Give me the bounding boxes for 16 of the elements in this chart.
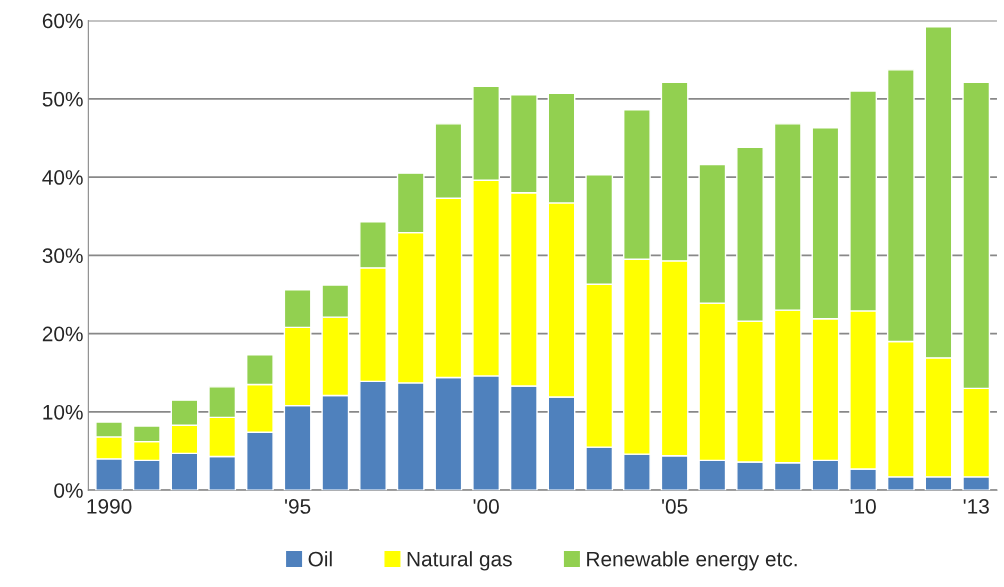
y-tick-label: 10% <box>43 404 83 420</box>
y-tick-label: 40% <box>42 170 83 185</box>
y-tick-label: 30% <box>42 248 83 264</box>
y-tick-label: 60% <box>42 13 83 29</box>
x-tick-label: 1990 <box>87 499 132 514</box>
y-tick-label: 0% <box>54 483 83 498</box>
y-tick-label: 20% <box>42 326 83 342</box>
x-tick-label: '95 <box>285 499 311 514</box>
legend-label: Oil <box>308 551 332 567</box>
x-tick-label: '13 <box>963 499 989 514</box>
x-tick-label: '10 <box>850 499 876 514</box>
legend-label: Renewable energy etc. <box>587 551 797 571</box>
legend-label: Natural gas <box>407 551 512 571</box>
y-tick-label: 50% <box>42 91 83 107</box>
x-tick-label: '00 <box>473 499 499 514</box>
x-tick-label: '05 <box>662 499 688 514</box>
